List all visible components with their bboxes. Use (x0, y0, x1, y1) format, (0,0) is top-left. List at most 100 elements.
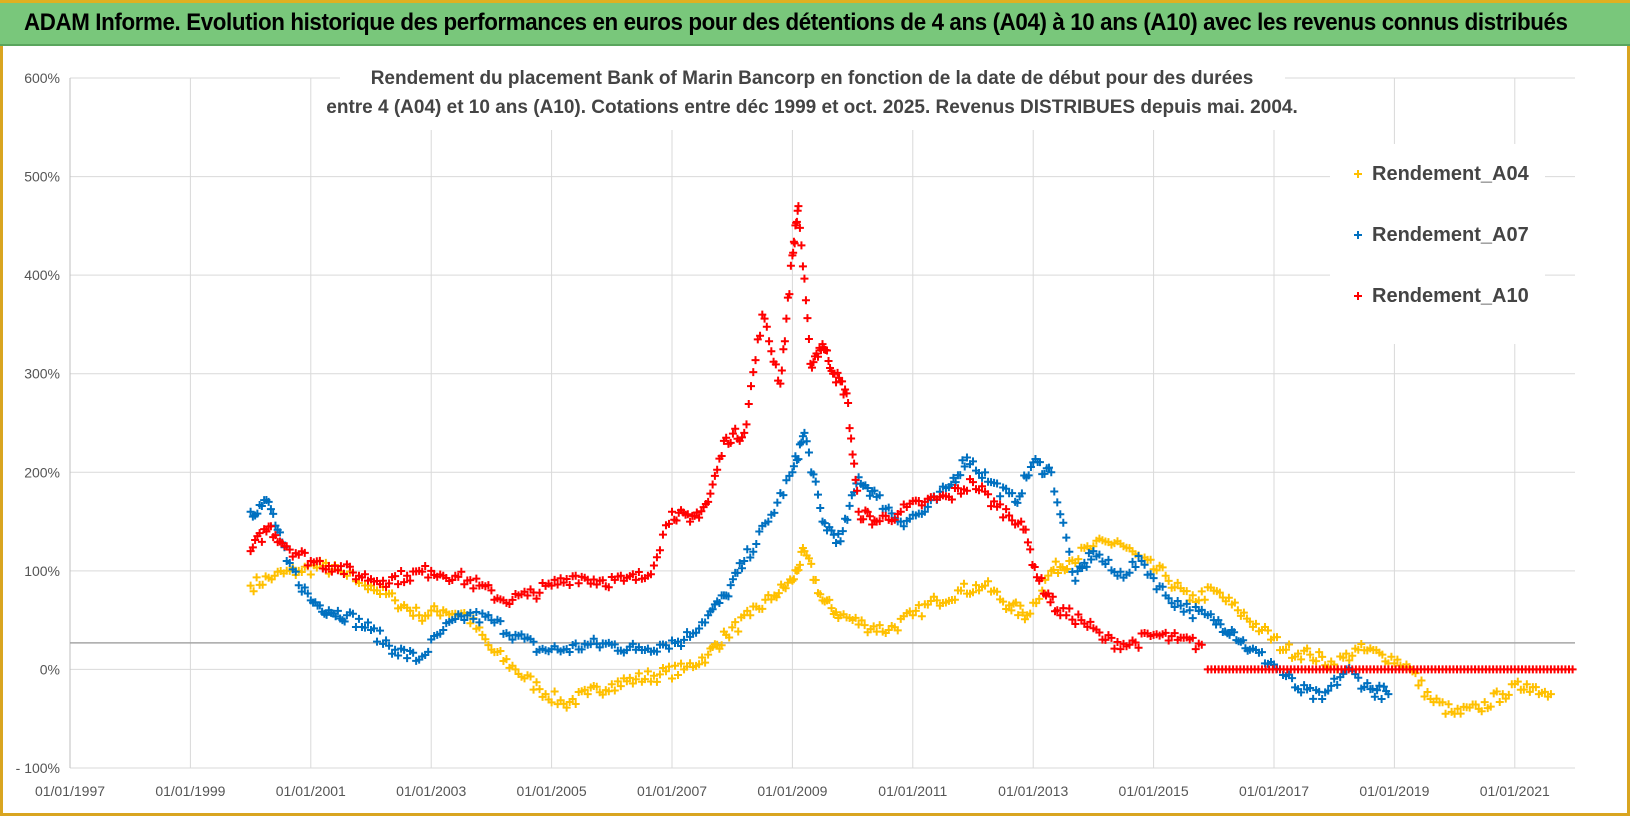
data-point (1357, 640, 1366, 649)
data-point (737, 433, 746, 442)
data-point (780, 337, 789, 346)
legend: Rendement_A04 Rendement_A07 Rendement_A1… (1372, 163, 1530, 307)
data-point (400, 645, 409, 654)
data-point (908, 611, 917, 620)
data-point (996, 500, 1005, 509)
data-point (481, 635, 490, 644)
data-point (1173, 597, 1182, 606)
chart-title-line-2: entre 4 (A04) et 10 ans (A10). Cotations… (326, 97, 1297, 118)
data-point (1065, 547, 1074, 556)
data-point (1339, 653, 1348, 662)
data-point (740, 428, 749, 437)
data-point (1370, 692, 1379, 701)
data-point (1214, 616, 1223, 625)
data-point (1345, 656, 1354, 665)
data-point (737, 564, 746, 573)
data-point (735, 559, 744, 568)
data-point (742, 420, 751, 429)
x-tick-label: 01/01/1997 (35, 783, 105, 799)
data-point (1125, 640, 1134, 649)
data-point (565, 648, 574, 657)
data-point (960, 462, 969, 471)
data-point (786, 261, 795, 270)
data-point (722, 433, 731, 442)
data-point (692, 508, 701, 517)
data-point (823, 346, 832, 355)
data-point (253, 509, 262, 518)
data-point (869, 622, 878, 631)
data-point (956, 586, 965, 595)
data-point (472, 608, 481, 617)
data-point (616, 682, 625, 691)
data-point (322, 610, 331, 619)
data-point (695, 624, 704, 633)
data-point (797, 241, 806, 250)
data-point (781, 584, 790, 593)
data-point (562, 574, 571, 583)
data-point (1239, 636, 1248, 645)
data-point (950, 595, 959, 604)
data-point (333, 606, 342, 615)
data-point (610, 640, 619, 649)
data-point (643, 667, 652, 676)
data-point (713, 465, 722, 474)
data-point (1074, 555, 1083, 564)
data-point (541, 690, 550, 699)
data-point (710, 471, 719, 480)
data-point (743, 545, 752, 554)
data-point (1170, 583, 1179, 592)
banner-title: ADAM Informe. Evolution historique des p… (24, 9, 1568, 36)
data-point (848, 450, 857, 459)
data-point (824, 356, 833, 365)
data-point (1005, 511, 1014, 520)
data-point (1024, 471, 1033, 480)
data-point (1297, 688, 1306, 697)
data-point (469, 614, 478, 623)
data-point (851, 475, 860, 484)
data-point (487, 586, 496, 595)
data-point (1188, 591, 1197, 600)
data-point (884, 626, 893, 634)
data-point (832, 608, 841, 617)
data-point (701, 658, 710, 667)
y-tick-label: 0% (40, 661, 60, 677)
y-tick-label: 400% (24, 267, 60, 283)
data-point (1200, 595, 1209, 604)
data-point (306, 570, 315, 579)
data-point (708, 605, 717, 614)
data-point (788, 468, 797, 477)
data-point (1017, 517, 1026, 526)
data-point (1471, 700, 1480, 709)
data-point (999, 513, 1008, 522)
data-point (1002, 484, 1011, 493)
data-point (1444, 700, 1453, 709)
data-point (996, 492, 1005, 501)
data-point (363, 618, 372, 627)
x-tick-label: 01/01/2001 (276, 783, 346, 799)
data-point (923, 502, 932, 511)
title-backdrop (340, 60, 1285, 130)
data-point (863, 507, 872, 516)
data-point (794, 566, 803, 575)
data-point (448, 575, 457, 584)
data-point (475, 618, 484, 627)
data-point (1245, 617, 1254, 626)
data-point (526, 672, 535, 681)
data-point (853, 486, 862, 495)
data-point (1047, 468, 1056, 477)
legend-marker-Rendement_A10 (1354, 292, 1362, 300)
data-point (1044, 571, 1053, 580)
data-point (818, 340, 827, 349)
data-point (580, 685, 589, 694)
data-point (577, 645, 586, 654)
data-point (947, 495, 956, 504)
data-point (1089, 547, 1098, 556)
data-point (285, 559, 294, 568)
data-point (385, 641, 394, 650)
data-point (884, 503, 893, 512)
data-point (1423, 688, 1432, 697)
data-point (1018, 608, 1027, 617)
data-point (1107, 633, 1116, 642)
data-point (631, 675, 640, 684)
data-point (847, 434, 856, 443)
